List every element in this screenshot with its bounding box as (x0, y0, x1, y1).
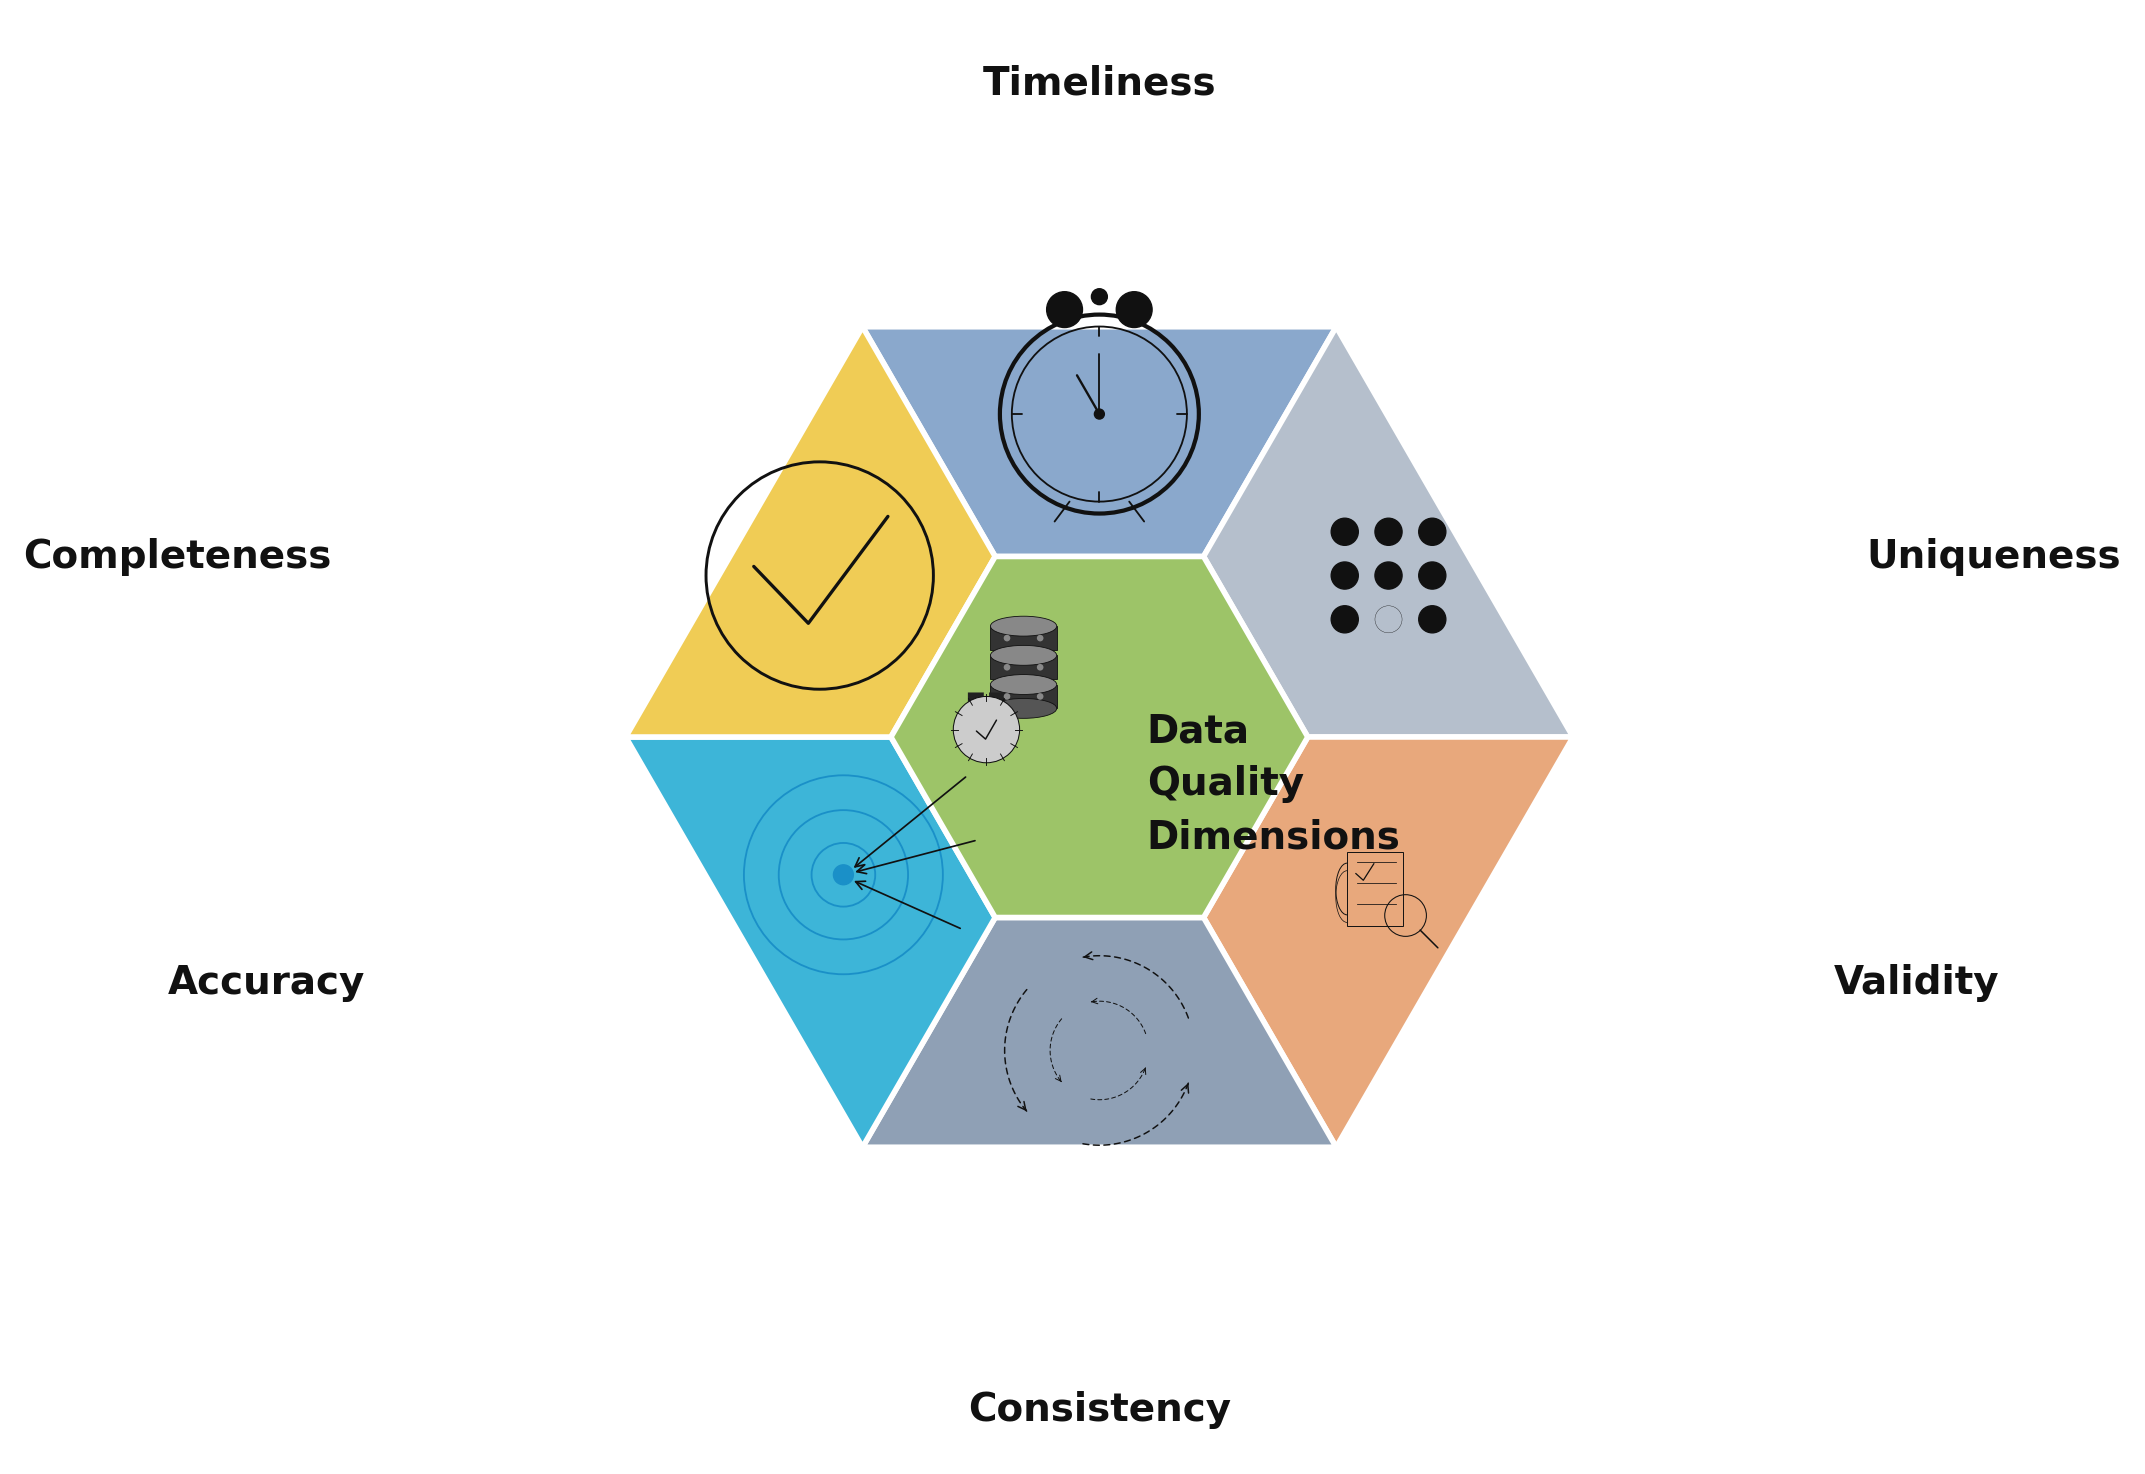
Circle shape (1036, 635, 1042, 641)
Text: Completeness: Completeness (24, 538, 332, 576)
Text: Accuracy: Accuracy (167, 964, 365, 1002)
Circle shape (834, 865, 854, 884)
Circle shape (1332, 606, 1358, 632)
Circle shape (1332, 562, 1358, 590)
Circle shape (1036, 693, 1042, 700)
Polygon shape (890, 557, 1308, 917)
Circle shape (1047, 292, 1083, 327)
Bar (991, 626, 1057, 650)
Text: Uniqueness: Uniqueness (1866, 538, 2121, 576)
Ellipse shape (991, 675, 1057, 694)
Bar (991, 656, 1057, 680)
Polygon shape (862, 327, 1336, 557)
Circle shape (1092, 289, 1107, 305)
Polygon shape (1203, 327, 1572, 737)
Circle shape (1375, 562, 1403, 590)
Circle shape (1004, 635, 1010, 641)
Circle shape (1115, 292, 1152, 327)
Circle shape (1375, 519, 1403, 545)
Text: Data
Quality
Dimensions: Data Quality Dimensions (1148, 712, 1401, 856)
Circle shape (952, 696, 1019, 762)
Circle shape (1418, 562, 1446, 590)
Polygon shape (626, 327, 995, 737)
Ellipse shape (991, 699, 1057, 718)
Bar (991, 684, 1057, 709)
Circle shape (1004, 693, 1010, 700)
Text: Consistency: Consistency (967, 1390, 1231, 1428)
Circle shape (1004, 663, 1010, 671)
Circle shape (1332, 519, 1358, 545)
Circle shape (1418, 519, 1446, 545)
Polygon shape (967, 693, 985, 728)
Polygon shape (1203, 737, 1572, 1147)
Ellipse shape (991, 646, 1057, 665)
Circle shape (1418, 606, 1446, 632)
Polygon shape (626, 737, 995, 1147)
Polygon shape (862, 917, 1336, 1147)
Polygon shape (989, 693, 1006, 728)
Text: Timeliness: Timeliness (982, 65, 1216, 102)
Circle shape (1094, 410, 1105, 419)
Circle shape (1036, 663, 1042, 671)
Text: Validity: Validity (1834, 964, 1999, 1002)
Ellipse shape (991, 616, 1057, 637)
